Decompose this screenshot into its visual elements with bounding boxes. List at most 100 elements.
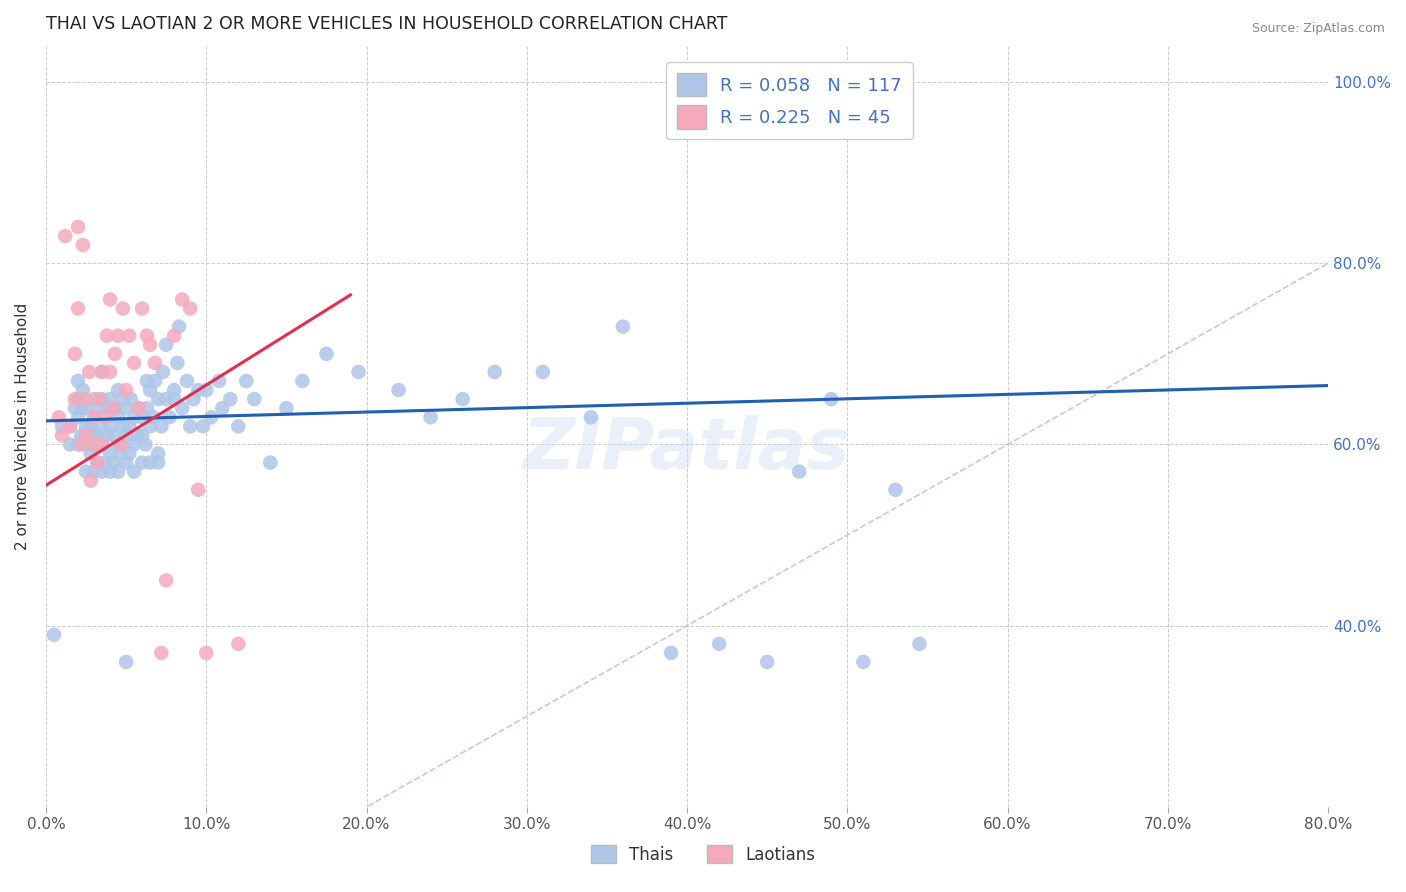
Point <box>80 474 103 488</box>
Point <box>131 428 153 442</box>
Point <box>195 646 218 660</box>
Point <box>111 419 134 434</box>
Point <box>66 437 89 451</box>
Point <box>118 328 141 343</box>
Point <box>136 374 159 388</box>
Point <box>707 637 730 651</box>
Point <box>63 401 86 416</box>
Legend: Thais, Laotians: Thais, Laotians <box>585 838 821 871</box>
Point <box>91 465 114 479</box>
Point <box>83 437 105 451</box>
Point <box>612 319 634 334</box>
Point <box>96 401 118 416</box>
Y-axis label: 2 or more Vehicles in Household: 2 or more Vehicles in Household <box>15 302 30 550</box>
Text: Source: ZipAtlas.com: Source: ZipAtlas.com <box>1251 22 1385 36</box>
Point <box>111 301 134 316</box>
Point <box>107 383 129 397</box>
Point <box>155 574 177 588</box>
Point <box>243 392 266 406</box>
Point <box>48 410 70 425</box>
Point <box>63 347 86 361</box>
Point <box>419 410 441 425</box>
Point <box>51 419 73 434</box>
Point <box>75 392 97 406</box>
Point <box>146 392 169 406</box>
Point <box>107 465 129 479</box>
Point <box>70 437 93 451</box>
Point <box>142 410 165 425</box>
Point <box>94 456 117 470</box>
Point <box>98 293 121 307</box>
Point <box>98 419 121 434</box>
Point <box>211 401 233 416</box>
Point <box>72 238 94 252</box>
Point <box>98 365 121 379</box>
Point <box>659 646 682 660</box>
Point <box>91 365 114 379</box>
Point <box>75 401 97 416</box>
Point <box>908 637 931 651</box>
Point <box>98 465 121 479</box>
Point <box>66 392 89 406</box>
Point <box>387 383 409 397</box>
Point <box>131 301 153 316</box>
Point <box>176 374 198 388</box>
Point <box>167 319 190 334</box>
Point <box>259 456 281 470</box>
Point <box>110 437 132 451</box>
Point <box>820 392 842 406</box>
Point <box>77 365 100 379</box>
Point <box>91 365 114 379</box>
Point <box>98 392 121 406</box>
Point <box>83 428 105 442</box>
Point <box>70 401 93 416</box>
Text: THAI VS LAOTIAN 2 OR MORE VEHICLES IN HOUSEHOLD CORRELATION CHART: THAI VS LAOTIAN 2 OR MORE VEHICLES IN HO… <box>46 15 727 33</box>
Point <box>131 456 153 470</box>
Point <box>66 374 89 388</box>
Point <box>347 365 370 379</box>
Point <box>70 428 93 442</box>
Point <box>152 365 174 379</box>
Point <box>122 410 145 425</box>
Point <box>139 337 162 351</box>
Point <box>59 419 82 434</box>
Point <box>852 655 875 669</box>
Point <box>187 383 209 397</box>
Point <box>115 383 138 397</box>
Point <box>219 392 242 406</box>
Point <box>163 383 186 397</box>
Point <box>531 365 554 379</box>
Point <box>122 356 145 370</box>
Point <box>83 410 105 425</box>
Point <box>107 437 129 451</box>
Point <box>103 456 125 470</box>
Point <box>66 301 89 316</box>
Point <box>139 456 162 470</box>
Point <box>884 483 907 497</box>
Point <box>63 392 86 406</box>
Point <box>179 301 201 316</box>
Point <box>103 428 125 442</box>
Point <box>86 456 108 470</box>
Point <box>276 401 298 416</box>
Point <box>579 410 602 425</box>
Point <box>96 428 118 442</box>
Point <box>139 383 162 397</box>
Point <box>787 465 810 479</box>
Point <box>66 410 89 425</box>
Point <box>150 646 173 660</box>
Point <box>75 465 97 479</box>
Point <box>226 637 249 651</box>
Point <box>172 293 194 307</box>
Point <box>96 328 118 343</box>
Point <box>115 428 138 442</box>
Point <box>146 456 169 470</box>
Point <box>195 383 218 397</box>
Point <box>91 437 114 451</box>
Point <box>59 419 82 434</box>
Point <box>136 401 159 416</box>
Point <box>183 392 205 406</box>
Point <box>83 410 105 425</box>
Point <box>98 446 121 460</box>
Point <box>91 437 114 451</box>
